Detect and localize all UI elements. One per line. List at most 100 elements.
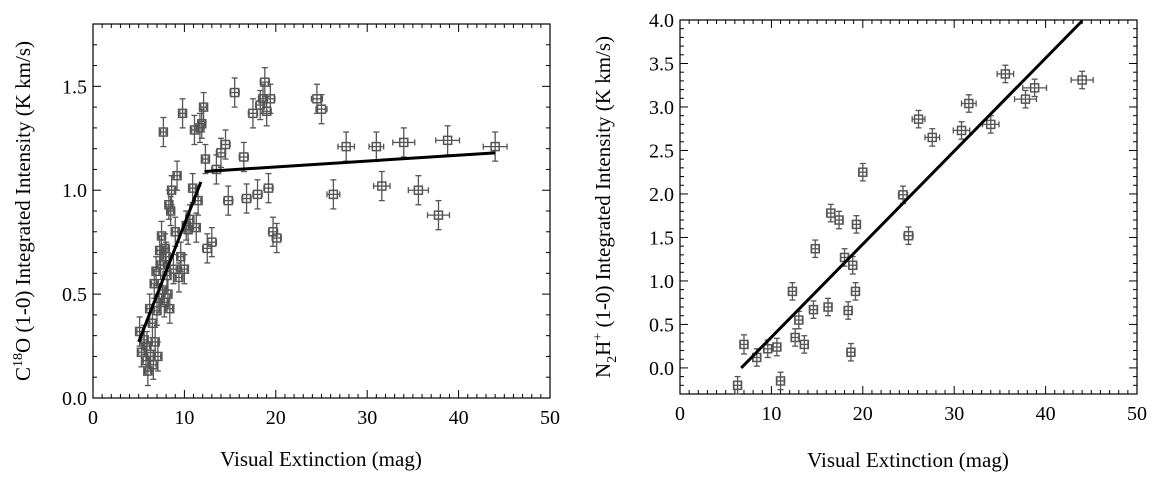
data-point	[174, 272, 184, 283]
data-point	[964, 98, 974, 109]
data-point	[252, 189, 263, 200]
data-point	[762, 344, 773, 354]
right-x-tick-labels: 0 10 20 30 40 50	[675, 403, 1147, 425]
error-bar	[1022, 78, 1048, 98]
error-bar	[1070, 70, 1094, 90]
data-point	[152, 305, 162, 316]
data-point	[927, 132, 938, 143]
data-point	[341, 141, 351, 152]
data-point	[207, 237, 217, 247]
y-tick-label: 1.5	[62, 76, 87, 98]
x-tick-label: 30	[357, 407, 377, 429]
data-point	[170, 227, 181, 237]
error-bar	[200, 91, 207, 123]
right-y-label-mid: H	[591, 341, 615, 356]
data-point	[1029, 83, 1040, 93]
right-error-bars	[733, 64, 1094, 395]
error-bar	[826, 203, 836, 223]
data-point	[197, 118, 207, 129]
left-y-tick-labels: 0.0 0.5 1.0 1.5	[62, 76, 87, 410]
left-y-label-post: O (1-0) Integrated Intensity (K km/s)	[11, 41, 35, 353]
error-bar	[924, 128, 941, 147]
right-y-tick-labels: 0.0 0.5 1.0 1.5 2.0 2.5 3.0 3.5 4.0	[649, 10, 674, 380]
error-bar	[858, 162, 868, 182]
y-tick-label: 0.0	[649, 358, 674, 380]
data-point	[823, 302, 833, 312]
error-bar	[482, 131, 508, 162]
data-point	[732, 380, 743, 391]
x-tick-label: 20	[266, 407, 286, 429]
right-data-points	[732, 69, 1087, 391]
error-bar	[1013, 89, 1038, 109]
left-y-label-pre: C	[11, 367, 35, 381]
data-point	[153, 351, 163, 362]
data-point	[850, 286, 861, 297]
data-point	[847, 260, 858, 271]
x-tick-label: 30	[944, 403, 964, 425]
error-bar	[823, 297, 833, 317]
error-bar	[772, 337, 782, 357]
error-bar	[903, 226, 914, 246]
y-tick-label: 2.5	[649, 140, 674, 162]
y-tick-label: 0.5	[62, 284, 87, 306]
data-point	[399, 137, 409, 148]
data-point	[150, 337, 160, 347]
data-point	[223, 195, 234, 206]
data-point	[808, 304, 819, 315]
data-point	[787, 286, 798, 297]
error-bar	[159, 116, 167, 148]
y-tick-label: 4.0	[649, 10, 674, 32]
y-tick-label: 3.5	[649, 53, 674, 75]
x-tick-label: 20	[853, 403, 873, 425]
x-tick-label: 10	[174, 407, 194, 429]
data-point	[898, 190, 908, 200]
error-bar	[259, 66, 271, 98]
error-bar	[996, 64, 1015, 84]
data-point	[1020, 94, 1031, 104]
y-tick-label: 2.0	[649, 184, 674, 206]
data-point	[155, 260, 166, 270]
left-x-axis-label: Visual Extinction (mag)	[220, 447, 422, 471]
data-point	[187, 183, 198, 193]
data-point	[790, 332, 800, 343]
data-point	[161, 251, 171, 262]
error-bar	[392, 127, 416, 158]
right-fit-lines	[740, 19, 1084, 369]
data-point	[312, 94, 322, 104]
data-point	[1000, 69, 1011, 79]
data-point	[851, 219, 862, 230]
data-point	[177, 108, 188, 119]
data-point	[794, 315, 804, 325]
data-point	[810, 243, 821, 254]
error-bar	[426, 199, 451, 231]
error-bar	[241, 183, 252, 214]
error-bar	[263, 172, 274, 204]
error-bar	[739, 334, 749, 355]
data-point	[772, 342, 782, 352]
y-tick-label: 1.5	[649, 227, 674, 249]
y-tick-label: 1.0	[649, 271, 674, 293]
error-bar	[846, 342, 856, 362]
data-point	[164, 200, 174, 210]
data-point	[165, 303, 175, 314]
error-bar	[435, 125, 461, 156]
error-bar	[229, 77, 240, 108]
data-point	[986, 119, 996, 130]
right-plot-frame	[679, 19, 1138, 395]
data-point	[166, 185, 177, 195]
data-point	[433, 210, 444, 220]
error-bar	[788, 282, 797, 301]
left-fit-lines	[137, 151, 496, 343]
x-tick-label: 10	[761, 403, 781, 425]
error-bar	[834, 210, 844, 230]
x-tick-label: 0	[675, 403, 685, 425]
data-point	[239, 152, 249, 162]
data-point	[846, 347, 856, 358]
data-point	[739, 339, 749, 350]
error-bar	[952, 121, 971, 140]
x-tick-label: 0	[88, 407, 98, 429]
fit-line	[137, 181, 203, 343]
error-bar	[852, 215, 861, 234]
y-tick-label: 0.5	[649, 314, 674, 336]
fit-line	[740, 19, 1084, 369]
